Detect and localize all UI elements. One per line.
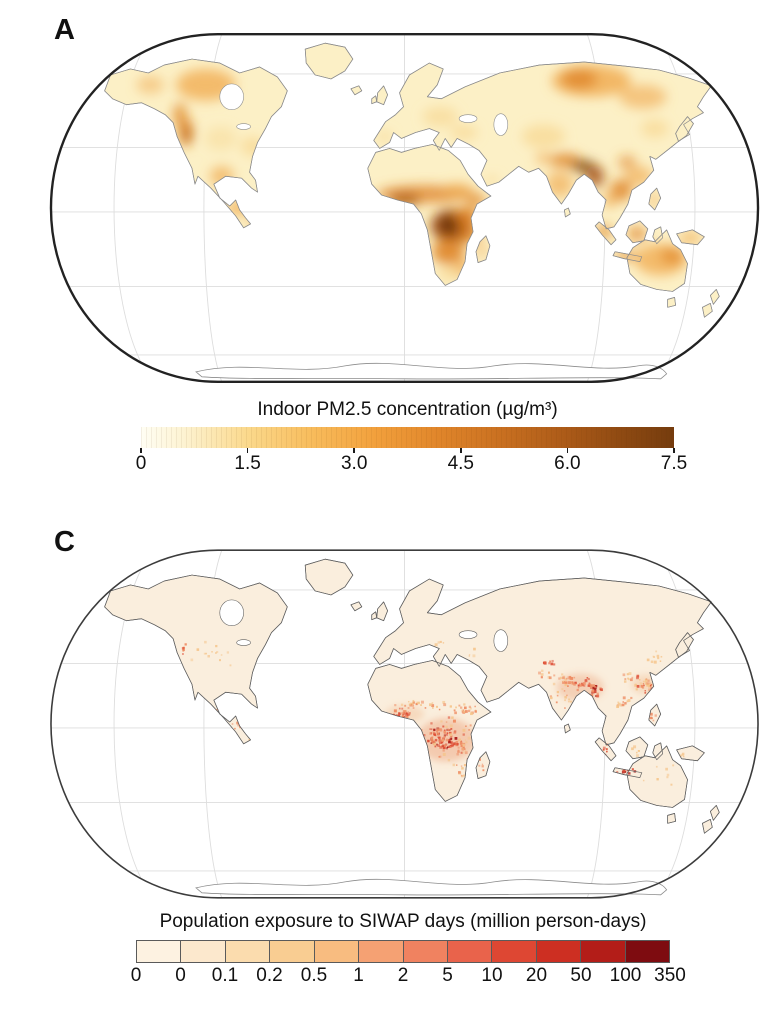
antarctica [195, 878, 668, 896]
antarctica [195, 362, 668, 380]
colorbar-c-segment [624, 940, 671, 963]
hotspot-se-brazil [297, 255, 318, 276]
hotspot-bolivia-paraguay [274, 247, 303, 280]
hotspot-india-general [545, 171, 574, 198]
colorbar-c-segment [313, 940, 360, 963]
hotspot-madagascar [477, 239, 486, 260]
hotspot-java [615, 251, 637, 260]
hotspot-myanmar [586, 165, 605, 188]
colorbar-a-tickmark [140, 448, 142, 453]
colorbar-c-tick-label: 0.2 [256, 965, 283, 986]
hotspot-venezuela-coast [247, 215, 272, 228]
hotspot-sichuan [618, 155, 636, 170]
colorbar-c-tick-label: 5 [442, 965, 453, 986]
colorbar-a-tickmark [460, 448, 462, 453]
colorbar-a-tickmark [353, 448, 355, 453]
panel-c-label: C [54, 526, 75, 558]
hotspot-chile-strip [287, 297, 298, 318]
wash-brazil-wash [263, 773, 304, 806]
colorbar-a-tickmark [673, 448, 675, 453]
colorbar-c-tick-label: 2 [397, 965, 409, 986]
colorbar-c-segment [180, 940, 226, 963]
hotspot-pakistan [535, 152, 552, 165]
colorbar-c-tick-label: 0 [130, 965, 142, 986]
colorbar-c-segment [402, 940, 448, 963]
colorbar-a-ticks: 0 1.5 3.0 4.5 6.0 7.5 [136, 448, 687, 480]
colorbar-c-segment [535, 940, 582, 963]
hotspot-thailand [603, 192, 618, 208]
hotspot-iberia [376, 131, 393, 142]
hotspot-philippines [648, 192, 659, 208]
colorbar-a-tickmark [246, 448, 249, 453]
hotspot-borneo [627, 226, 646, 241]
hotspot-east-europe [422, 106, 459, 127]
colorbar-a-tick-label: 6.0 [554, 453, 581, 474]
colorbar-c-ticks: 0 0 0.1 0.2 0.5 1 2 5 10 20 50 100 350 [131, 965, 686, 991]
colorbar-c-segment [358, 940, 404, 963]
colorbar-c-tick-label: 0.5 [300, 965, 328, 986]
hotspot-argentina-north [284, 275, 303, 304]
map-border [49, 33, 760, 383]
colorbar-a-tick-label: 0 [135, 453, 147, 474]
hotspot-siberia-east [619, 84, 667, 109]
colorbar-c-tick-label: 0.1 [211, 965, 239, 986]
colorbar-c-tick-label: 50 [570, 965, 592, 986]
colorbar-c-segments [136, 940, 671, 963]
hotspot-new-guinea [679, 231, 702, 244]
hotspot-us-southeast [240, 136, 265, 157]
hotspot-mexico-west [209, 166, 234, 187]
colorbar-a-tick-label: 7.5 [660, 453, 688, 474]
lakes [219, 83, 509, 136]
graticule [50, 34, 759, 382]
colorbar-a-title: Indoor PM2.5 concentration (µg/m³) [257, 399, 558, 420]
coastlines [104, 558, 720, 834]
colorbar-c-tick-label: 1 [353, 965, 364, 986]
hotspot-australia-east [660, 246, 685, 265]
colorbar-c-tick-label: 20 [525, 965, 548, 986]
colorbar-c-tick-label: 100 [609, 965, 642, 986]
hotspot-us-plains [204, 126, 237, 151]
colorbar-a-tick-label: 3.0 [340, 453, 368, 474]
hotspot-south-africa [438, 265, 459, 282]
colorbar-a-gradient [141, 427, 674, 448]
hotspot-amazon-core [271, 219, 316, 252]
coastlines [104, 42, 720, 318]
lakes [219, 599, 509, 652]
colorbar-a-tick-label: 4.5 [447, 453, 475, 474]
colorbar-c-segment [580, 940, 626, 963]
colorbar-c-tick-label: 350 [654, 965, 686, 986]
hotspot-yemen [485, 176, 498, 185]
colorbar-c-tick-label: 0 [175, 965, 186, 986]
hotspot-amazon-dark [283, 225, 308, 244]
colorbar-c-segment [136, 940, 182, 963]
hotspot-california-core [183, 126, 191, 143]
hotspot-angola-zambia [432, 238, 465, 265]
hotspot-ethiopia [466, 193, 486, 208]
colorbar-a-tickmark [566, 448, 569, 453]
colorbar-c-title: Population exposure to SIWAP days (milli… [159, 911, 647, 932]
hotspot-central-asia [521, 124, 566, 149]
colorbar-c-segment [269, 940, 315, 963]
world-map-panel-a [49, 33, 760, 383]
hotspot-sudan [442, 183, 475, 198]
colorbar-c-segment [224, 940, 271, 963]
world-map-panel-c [50, 549, 759, 899]
hotspot-balkans-turkey [450, 125, 478, 140]
map-border [50, 549, 759, 899]
colorbar-c-segment [446, 940, 493, 963]
colorbar-c-segment [491, 940, 537, 963]
hotspot-alaska-interior [136, 75, 165, 94]
colorbar-c-tick-label: 10 [481, 965, 503, 986]
hotspot-siberia-dark [561, 68, 598, 89]
colorbar-a-tick-label: 1.5 [234, 453, 261, 474]
hotspot-peru-andes [264, 229, 281, 254]
panel-a-label: A [54, 14, 75, 46]
hotspot-ne-china [640, 119, 669, 138]
